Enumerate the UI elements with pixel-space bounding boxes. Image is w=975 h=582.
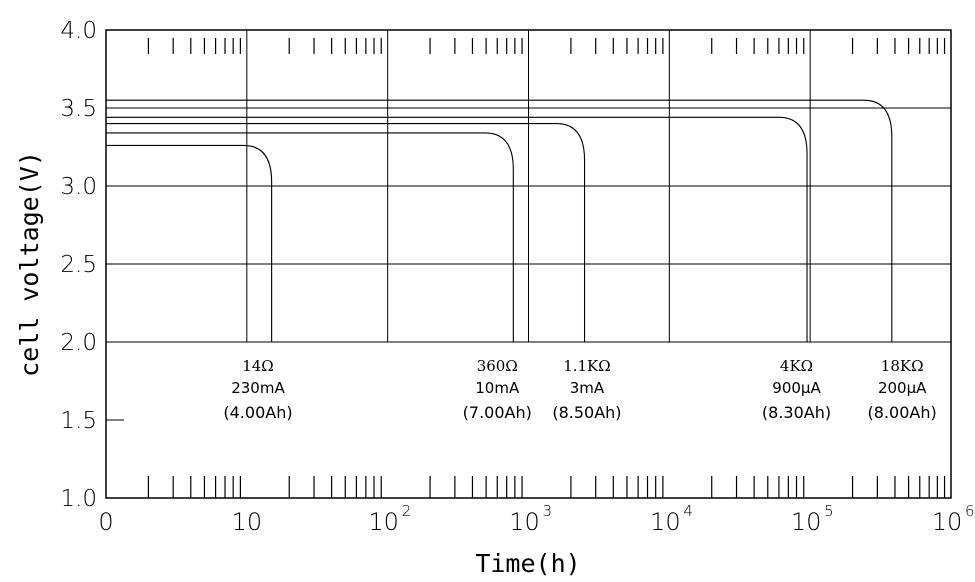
x-tick-labels: 0 10 10 2 10 3 10 4 10 5 10 6: [98, 502, 974, 536]
y-tick-label: 1.5: [60, 408, 97, 434]
x-tick-label: 10: [791, 508, 822, 536]
series-line: [106, 116, 808, 342]
x-tick-exponent: 2: [402, 502, 412, 520]
annotation-label: 14Ω: [242, 357, 274, 375]
annotations: 14Ω 230mA (4.00Ah) 360Ω 10mA (7.00Ah) 1.1KΩ 3mA…: [223, 357, 936, 422]
y-tick-label: 4.0: [60, 18, 97, 44]
x-axis-title: Time(h): [475, 549, 580, 578]
y-tick-label: 3.5: [60, 96, 97, 122]
x-tick-exponent: 5: [824, 502, 834, 520]
annotation-label: 200μA: [878, 379, 927, 397]
x-tick-exponent: 4: [683, 502, 693, 520]
annotation-label: (4.00Ah): [223, 403, 292, 422]
grid-lines: [106, 30, 951, 421]
annotation-label: 18KΩ: [881, 357, 924, 375]
series-line: [106, 132, 514, 342]
series-line: [106, 144, 273, 342]
x-tick-label: 10: [232, 508, 263, 536]
annotation-label: 4KΩ: [780, 357, 813, 375]
x-tick-label: 10: [368, 508, 399, 536]
x-tick-label: 10: [650, 508, 681, 536]
x-tick-exponent: 6: [965, 502, 975, 520]
series-lines: [106, 99, 893, 342]
annotation-label: (8.50Ah): [552, 403, 621, 422]
y-tick-label: 1.0: [60, 486, 97, 512]
y-tick-labels: 1.0 1.5 2.0 2.5 3.0 3.5 4.0: [60, 18, 97, 512]
annotation-label: 3mA: [570, 379, 605, 397]
x-tick-label: 0: [98, 508, 113, 536]
plot-frame: [105, 29, 952, 499]
y-tick-label: 2.0: [60, 330, 97, 356]
minor-tick-marks: [147, 38, 946, 498]
x-tick-exponent: 3: [543, 502, 553, 520]
y-tick-label: 2.5: [60, 252, 97, 278]
annotation-label: 1.1KΩ: [563, 357, 611, 375]
annotation-label: 10mA: [475, 379, 520, 397]
annotation-label: (8.00Ah): [868, 403, 937, 422]
annotation-label: (8.30Ah): [762, 403, 831, 422]
y-axis-title: cell voltage(V): [15, 151, 44, 377]
x-tick-label: 10: [932, 508, 963, 536]
y-tick-label: 3.0: [60, 174, 97, 200]
series-line: [106, 123, 586, 342]
annotation-label: 230mA: [231, 379, 285, 397]
annotation-label: (7.00Ah): [463, 403, 532, 422]
annotation-label: 360Ω: [477, 357, 518, 375]
x-tick-label: 10: [509, 508, 540, 536]
annotation-label: 900μA: [772, 379, 821, 397]
series-line: [106, 99, 893, 342]
